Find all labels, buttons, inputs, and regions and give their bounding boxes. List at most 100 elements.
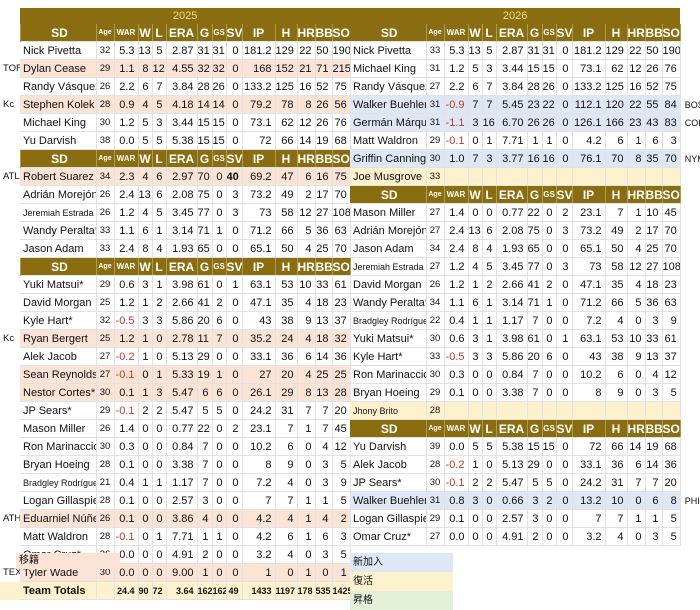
total-sv: 49 — [226, 581, 243, 600]
stat-w: 0 — [138, 365, 153, 384]
stat-era: 3.84 — [496, 77, 528, 96]
stat-age: 29 — [426, 509, 445, 528]
stat-so: 5 — [332, 455, 351, 474]
stat-hr: 1 — [297, 563, 316, 582]
stat-bb: 36 — [645, 293, 663, 312]
stat-h: 36 — [275, 347, 298, 366]
stat-gs: 7 — [212, 329, 227, 348]
stat-g: 15 — [527, 59, 543, 78]
player-row: Yu Darvish 38 0.0 5 5 5.38 15 15 0 72 66 14 19 68 — [0, 131, 351, 150]
player-row: Jhony Brito 28 — [350, 401, 700, 420]
stat-sv: 0 — [556, 437, 573, 456]
stat-hr: 16 — [627, 77, 646, 96]
stat-gs: 0 — [212, 347, 227, 366]
stat-g: 31 — [527, 41, 543, 60]
stat-g: 6 — [197, 383, 213, 402]
previous-team-label: Kc — [0, 329, 20, 348]
stat-bb: 71 — [315, 59, 333, 78]
stat-ip: 73 — [572, 257, 606, 276]
new-team-label — [680, 509, 700, 528]
stat-war: 1.2 — [114, 293, 139, 312]
stat-w: 1 — [138, 293, 153, 312]
stat-so: 108 — [662, 257, 681, 276]
player-row: Kyle Hart* 32 -0.5 3 3 5.86 20 6 0 43 38 9 13 37 — [0, 311, 351, 330]
stat-so: 37 — [332, 311, 351, 330]
stat-age: 28 — [96, 491, 115, 510]
stat-h: 35 — [275, 293, 298, 312]
stat-war: 1.1 — [444, 293, 469, 312]
stat-g: 41 — [527, 275, 543, 294]
stat-h: 7 — [605, 203, 628, 222]
stat-so: 8 — [662, 491, 681, 510]
stat-gs: 6 — [212, 383, 227, 402]
stat-war: 1.4 — [444, 203, 469, 222]
stat-l: 7 — [482, 95, 497, 114]
stat-h: 53 — [605, 329, 628, 348]
stat-h: 125 — [275, 77, 298, 96]
stat-so: 5 — [662, 509, 681, 528]
stat-war — [444, 167, 469, 186]
stat-ip: 24.2 — [242, 401, 276, 420]
stat-war: 0.4 — [114, 473, 139, 492]
stat-l: 0 — [152, 491, 167, 510]
player-row: Ron Marinaccio 30 0.3 0 0 0.84 7 0 0 10.2 6 0 4 12 — [0, 437, 351, 456]
stat-war: 0.6 — [114, 275, 139, 294]
stat-age: 30 — [96, 437, 115, 456]
stat-age: 27 — [426, 257, 445, 276]
stat-h: 38 — [275, 311, 298, 330]
stat-sv: 0 — [226, 401, 243, 420]
stat-war: 0.0 — [114, 563, 139, 582]
stat-w: 0 — [138, 437, 153, 456]
stat-l: 0 — [152, 509, 167, 528]
new-team-label: NYM — [680, 149, 700, 168]
player-row: Randy Vásquez 27 2.2 6 7 3.84 28 26 0 133.2 125 16 5… — [350, 77, 700, 96]
stat-war — [444, 401, 469, 420]
stat-gs — [542, 167, 557, 186]
stat-g: 61 — [197, 275, 213, 294]
column-header-war: WAR — [444, 419, 469, 438]
stat-ip: 126.1 — [572, 113, 606, 132]
margin-cell — [680, 24, 700, 42]
stat-so — [662, 401, 681, 420]
stat-so: 37 — [662, 347, 681, 366]
previous-team-label — [0, 41, 20, 60]
stat-age: 30 — [426, 365, 445, 384]
column-header-war: WAR — [444, 24, 469, 42]
previous-team-label — [0, 383, 20, 402]
stat-h: 36 — [605, 455, 628, 474]
stat-l: 1 — [152, 275, 167, 294]
stat-w: 0 — [468, 527, 483, 546]
player-name: Mason Miller — [20, 419, 97, 438]
stat-hr: 1 — [297, 491, 316, 510]
margin-cell — [680, 419, 700, 438]
stat-hr: 6 — [297, 167, 316, 186]
stat-age: 33 — [426, 167, 445, 186]
stat-h: 29 — [275, 383, 298, 402]
stat-sv: 0 — [226, 347, 243, 366]
stat-g: 3 — [527, 509, 543, 528]
stat-era: 4.18 — [166, 95, 198, 114]
player-name: Omar Cruz* — [350, 527, 427, 546]
stat-so: 5 — [332, 491, 351, 510]
stat-so: 9 — [332, 473, 351, 492]
stat-bb: 3 — [645, 311, 663, 330]
stat-w: 1 — [468, 275, 483, 294]
legend-moved: 移籍 — [16, 553, 120, 569]
column-header-bb: BB — [315, 24, 333, 42]
stat-era: 5.47 — [496, 473, 528, 492]
column-header-w: W — [138, 149, 153, 168]
stat-so: 25 — [332, 365, 351, 384]
stat-bb: 4 — [315, 437, 333, 456]
player-name: Jhony Brito — [350, 401, 427, 420]
column-header-h: H — [605, 185, 628, 204]
player-row: Nick Pivetta 33 5.3 13 5 2.87 31 31 0 181.2 129 22 5… — [350, 41, 700, 60]
stat-sv: 0 — [556, 131, 573, 150]
stat-h: 31 — [275, 401, 298, 420]
player-name: Eduarniel Núñez — [20, 509, 97, 528]
player-row: Nick Pivetta 32 5.3 13 5 2.87 31 31 0 181.2 129 22 5… — [0, 41, 351, 60]
stat-bb: 36 — [315, 221, 333, 240]
player-name: Kyle Hart* — [350, 347, 427, 366]
stat-sv: 0 — [226, 383, 243, 402]
stat-hr: 4 — [627, 239, 646, 258]
stat-l: 1 — [152, 365, 167, 384]
